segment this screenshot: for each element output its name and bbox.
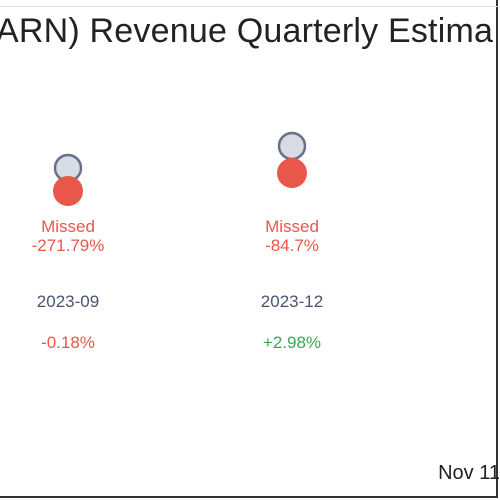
change-label: -0.18% (41, 333, 95, 352)
actual-marker (53, 176, 83, 206)
status-label: Missed (41, 217, 95, 236)
period-label: 2023-12 (261, 292, 323, 311)
estimate-column: Missed-84.7% 2023-12 +2.98% (261, 131, 323, 352)
footer-date: Nov 11 (438, 462, 500, 484)
estimate-column: Missed-271.79% 2023-09 -0.18% (32, 153, 105, 352)
period-label: 2023-09 (37, 292, 99, 311)
chart-title: ARN) Revenue Quarterly Estima (0, 12, 494, 50)
status-label: Missed (265, 217, 319, 236)
actual-marker (277, 158, 307, 188)
top-divider (0, 6, 498, 7)
change-label: +2.98% (263, 333, 321, 352)
surprise-label: -84.7% (265, 236, 319, 255)
surprise-label: -271.79% (32, 236, 105, 255)
estimate-marker (277, 131, 307, 161)
